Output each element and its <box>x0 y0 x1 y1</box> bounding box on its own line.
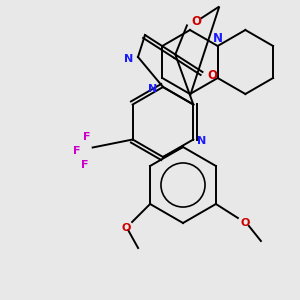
Text: N: N <box>197 136 206 146</box>
Text: F: F <box>83 133 90 142</box>
Text: N: N <box>148 84 158 94</box>
Text: N: N <box>124 54 134 64</box>
Text: F: F <box>73 146 80 157</box>
Text: O: O <box>122 223 131 233</box>
Text: O: O <box>191 15 201 28</box>
Text: O: O <box>240 218 250 228</box>
Text: O: O <box>207 69 217 82</box>
Text: F: F <box>81 160 88 170</box>
Text: N: N <box>213 32 223 44</box>
